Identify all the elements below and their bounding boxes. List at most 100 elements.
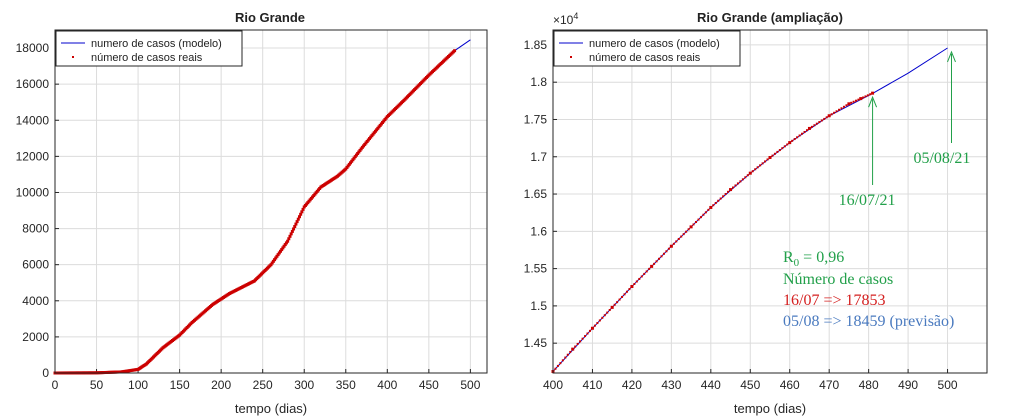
right-y-tick-label: 1.85 <box>524 38 548 52</box>
right-real-case-point <box>662 252 665 255</box>
right-real-case-point <box>574 345 577 348</box>
left-y-tick-label: 4000 <box>22 294 49 308</box>
right-real-case-point <box>608 308 611 311</box>
left-real-case-point <box>351 158 355 162</box>
left-real-case-point <box>354 153 358 157</box>
left-real-case-point <box>277 251 281 255</box>
right-real-case-point <box>729 188 733 192</box>
left-y-tick-label: 6000 <box>22 258 49 272</box>
left-x-tick-label: 200 <box>211 378 231 392</box>
left-x-tick-label: 450 <box>419 378 439 392</box>
right-legend-real-label: número de casos reais <box>589 52 701 64</box>
right-real-case-point <box>722 195 725 198</box>
right-x-tick-label: 470 <box>819 378 839 392</box>
right-plot-area <box>552 29 988 374</box>
left-real-case-point <box>290 229 294 233</box>
right-plot-frame <box>552 29 988 374</box>
right-real-case-point <box>610 305 614 309</box>
left-y-tick-label: 16000 <box>16 77 50 91</box>
left-real-case-point <box>352 156 356 160</box>
right-real-case-point <box>682 233 685 236</box>
right-real-case-point <box>801 132 804 135</box>
left-real-case-point <box>293 225 297 229</box>
left-real-case-point <box>276 253 280 257</box>
right-real-case-point <box>791 139 794 142</box>
right-real-case-point <box>559 362 562 365</box>
left-real-case-point <box>283 243 287 247</box>
left-real-case-point <box>359 147 363 151</box>
left-x-tick-label: 50 <box>90 378 104 392</box>
right-real-case-point <box>847 102 851 106</box>
right-real-case-point <box>820 119 823 122</box>
left-real-case-point <box>271 259 275 263</box>
right-real-case-point <box>702 213 705 216</box>
right-real-case-point <box>685 230 688 233</box>
left-real-cases-markers <box>53 49 457 375</box>
cases-1607: 16/07 => 17853 <box>783 292 886 309</box>
right-y-tick-label: 1.8 <box>530 75 547 89</box>
right-y-exponent: ×104 <box>553 11 578 27</box>
right-real-case-point <box>625 290 628 293</box>
left-real-case-point <box>297 215 301 219</box>
right-real-case-point <box>569 350 572 353</box>
right-y-tick-label: 1.65 <box>524 187 548 201</box>
right-y-tick-label: 1.45 <box>524 336 548 350</box>
left-x-tick-label: 300 <box>294 378 314 392</box>
right-real-case-point <box>835 110 838 113</box>
right-real-case-point <box>869 93 872 96</box>
right-real-case-point <box>603 314 606 317</box>
left-real-case-point <box>353 155 357 159</box>
right-real-case-point <box>764 160 767 163</box>
right-real-case-point <box>596 322 599 325</box>
right-chart-title: Rio Grande (ampliação) <box>697 10 843 25</box>
left-real-case-point <box>301 207 305 211</box>
right-real-case-point <box>862 96 865 99</box>
right-real-case-point <box>660 255 663 258</box>
right-real-case-point <box>871 91 875 95</box>
right-real-case-point <box>741 178 744 181</box>
right-x-tick-label: 400 <box>543 378 563 392</box>
left-real-case-point <box>278 249 282 253</box>
right-real-case-point <box>640 275 643 278</box>
right-real-case-point <box>598 319 601 322</box>
right-real-case-point <box>866 94 869 97</box>
right-real-case-point <box>593 324 596 327</box>
left-x-tick-label: 0 <box>52 378 59 392</box>
left-real-case-point <box>286 239 290 243</box>
right-real-case-point <box>653 262 656 265</box>
left-real-case-point <box>357 150 361 154</box>
right-real-case-point <box>576 342 579 345</box>
left-real-case-point <box>292 227 296 231</box>
right-real-case-point <box>736 182 739 185</box>
right-real-case-point <box>677 237 680 240</box>
right-x-tick-label: 480 <box>859 378 879 392</box>
right-real-case-point <box>818 121 821 124</box>
right-real-case-point <box>648 267 651 270</box>
left-real-case-point <box>269 263 273 267</box>
left-real-case-point <box>288 234 292 238</box>
right-real-case-point <box>680 235 683 238</box>
right-real-case-point <box>830 113 833 116</box>
right-real-case-point <box>719 197 722 200</box>
left-real-case-point <box>300 210 304 214</box>
right-real-case-point <box>803 130 806 133</box>
left-y-tick-label: 8000 <box>22 222 49 236</box>
right-real-case-point <box>692 223 695 226</box>
cases-heading: Número de casos <box>783 271 893 288</box>
right-real-case-point <box>744 176 747 179</box>
right-real-case-point <box>734 184 737 187</box>
left-y-tick-label: 18000 <box>16 41 50 55</box>
right-real-case-point <box>788 141 792 145</box>
right-real-case-point <box>773 152 776 155</box>
left-x-tick-label: 350 <box>336 378 356 392</box>
right-legend-model-label: numero de casos (modelo) <box>589 38 720 50</box>
right-real-case-point <box>850 101 853 104</box>
left-real-case-point <box>274 256 278 260</box>
right-real-case-point <box>852 100 855 103</box>
right-real-case-point <box>845 104 848 107</box>
right-real-case-point <box>650 264 654 268</box>
left-real-case-point <box>349 161 353 165</box>
right-real-case-point <box>724 193 727 196</box>
right-real-case-point <box>732 186 735 189</box>
